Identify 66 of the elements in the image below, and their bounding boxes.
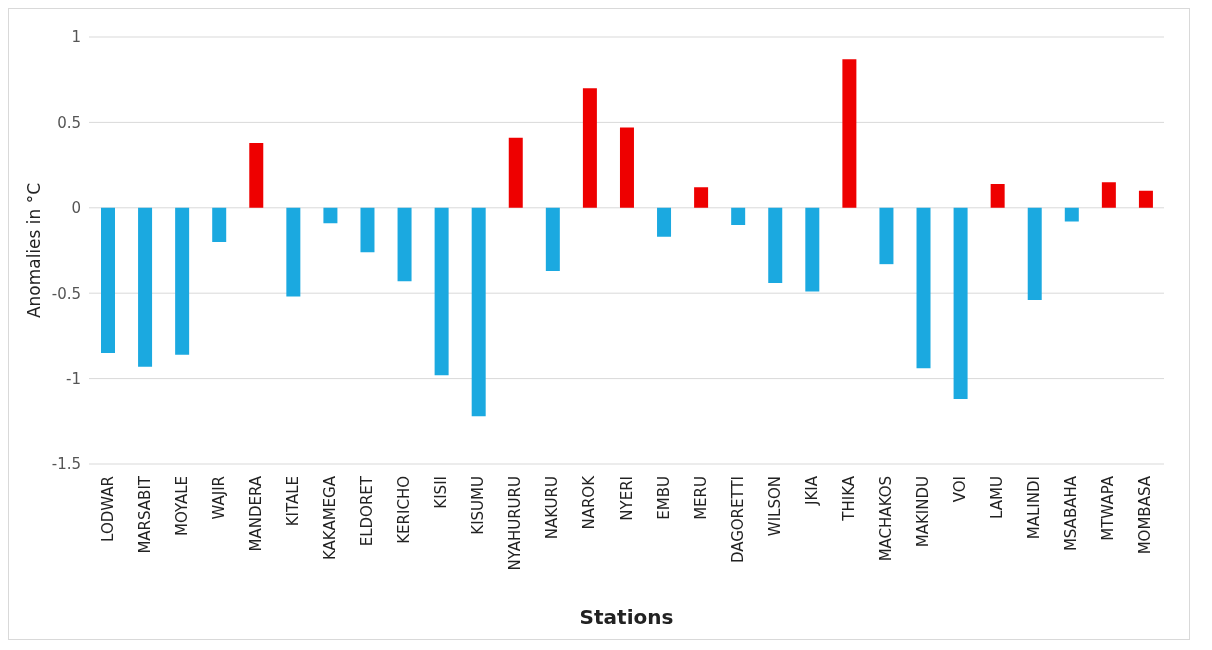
x-tick-label: LAMU (988, 476, 1007, 519)
bar (323, 207, 338, 224)
bar (360, 207, 375, 253)
x-tick-label: NAKURU (543, 476, 562, 540)
x-tick-label: VOI (951, 476, 970, 503)
bar (768, 207, 783, 283)
y-tick-label: 0 (71, 199, 81, 218)
bar (582, 88, 597, 208)
x-tick-label: KERICHO (395, 476, 414, 544)
x-tick-label: MAKINDU (914, 476, 933, 548)
bar (879, 207, 894, 265)
x-tick-label: MSABAHA (1062, 475, 1081, 552)
x-tick-label: KISUMU (469, 476, 488, 535)
x-tick-label: NAROK (580, 474, 599, 530)
bar (212, 207, 227, 242)
x-tick-label: MALINDI (1025, 476, 1044, 540)
bar (953, 207, 968, 400)
x-tick-label: NYERI (617, 476, 636, 521)
bar (471, 207, 486, 417)
bar (842, 59, 857, 208)
x-tick-label: MTWAPA (1099, 475, 1118, 541)
bar (657, 207, 672, 237)
bar (1027, 207, 1042, 301)
y-axis-title: Anomalies in °C (24, 182, 45, 319)
y-tick-label: -1.5 (51, 455, 81, 474)
y-tick-label: 0.5 (57, 113, 81, 132)
x-tick-label: JKIA (802, 475, 821, 506)
bar (694, 187, 709, 208)
x-tick-label: MANDERA (246, 475, 265, 552)
x-axis-title: Stations (579, 605, 674, 629)
bar (805, 207, 820, 292)
bar (1138, 190, 1153, 208)
y-tick-label: -1 (66, 369, 81, 388)
x-tick-label: KISII (432, 476, 451, 509)
bar (249, 142, 264, 208)
bar (286, 207, 301, 297)
x-tick-label: THIKA (839, 475, 858, 522)
bar (1064, 207, 1079, 222)
x-tick-label: MARSABIT (135, 475, 154, 554)
bar (1101, 182, 1116, 208)
x-tick-label: WAJIR (209, 476, 228, 520)
x-tick-label: MERU (691, 476, 710, 520)
x-tick-label: EMBU (654, 476, 673, 520)
x-tick-label: KITALE (283, 476, 302, 527)
bar (545, 207, 560, 271)
bar (138, 207, 153, 367)
bar (397, 207, 412, 282)
y-tick-label: -0.5 (51, 284, 81, 303)
x-tick-label: LODWAR (98, 476, 117, 542)
x-tick-label: WILSON (765, 476, 784, 537)
x-tick-label: KAKAMEGA (320, 475, 339, 560)
x-tick-label: DAGORETTI (728, 476, 747, 564)
bar (990, 183, 1005, 208)
y-tick-label: 1 (71, 28, 81, 47)
bar (434, 207, 449, 376)
x-tick-label: MOMBASA (1136, 475, 1155, 555)
bar (175, 207, 190, 355)
x-tick-label: NYAHURURU (506, 476, 525, 571)
bar (731, 207, 746, 225)
bar (101, 207, 115, 353)
x-tick-label: ELDORET (358, 475, 377, 547)
x-tick-label: MOYALE (172, 476, 191, 537)
bar (508, 137, 523, 208)
x-tick-label: MACHAKOS (876, 476, 895, 562)
bar (619, 127, 634, 208)
bar (916, 207, 931, 369)
